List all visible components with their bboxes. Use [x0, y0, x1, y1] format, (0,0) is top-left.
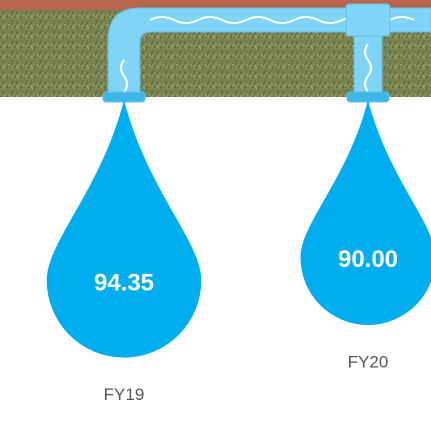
category-label: FY20	[348, 352, 389, 371]
value-label: 94.35	[94, 270, 154, 297]
pipe	[102, 3, 431, 103]
drop	[300, 100, 431, 325]
category-label: FY19	[104, 385, 145, 404]
value-label: 90.00	[338, 246, 398, 273]
drop	[46, 100, 202, 358]
